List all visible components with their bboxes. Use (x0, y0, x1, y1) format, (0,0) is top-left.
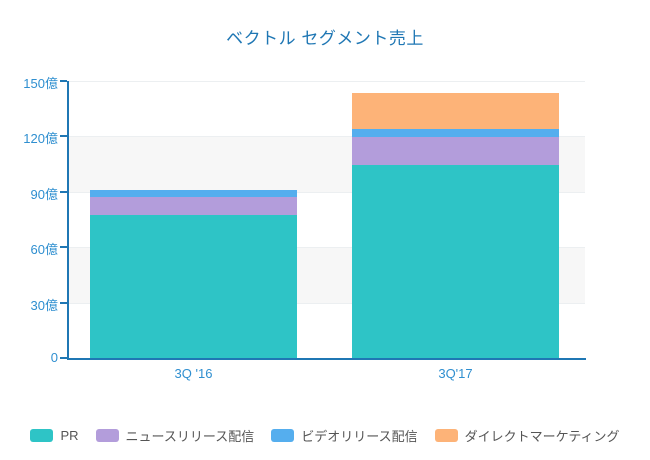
gridline (67, 302, 585, 304)
y-axis-line (67, 81, 69, 359)
y-tick-label: 120億 (23, 131, 58, 147)
bar-segment[interactable] (352, 93, 559, 129)
legend-swatch-icon (95, 429, 119, 442)
x-axis-line (67, 358, 586, 360)
gridline (67, 81, 585, 82)
legend-swatch-icon (434, 429, 458, 442)
x-tick-label: 3Q'17 (438, 366, 473, 381)
chart-legend: PR ニュースリリース配信 ビデオリリース配信 ダイレクトマーケティング (0, 426, 650, 445)
legend-item[interactable]: ビデオリリース配信 (271, 426, 418, 445)
bar-segment[interactable] (352, 165, 559, 358)
y-tick-label: 90億 (30, 186, 58, 202)
bar-segment[interactable] (90, 196, 297, 216)
legend-label: PR (60, 428, 79, 443)
legend-label: ビデオリリース配信 (301, 429, 418, 444)
legend-label: ダイレクトマーケティング (464, 429, 620, 444)
y-tick-mark (60, 190, 67, 193)
bar-segment[interactable] (90, 215, 297, 358)
legend-item[interactable]: ダイレクトマーケティング (434, 426, 620, 445)
gridline (67, 247, 585, 249)
y-tick-label: 30億 (30, 297, 58, 313)
legend-swatch-icon (271, 429, 295, 442)
y-tick-mark (60, 80, 67, 82)
legend-item[interactable]: ニュースリリース配信 (95, 426, 255, 445)
legend-label: ニュースリリース配信 (125, 429, 255, 444)
y-tick-label: 0 (50, 350, 58, 365)
gridline (67, 136, 585, 138)
legend-swatch-icon (30, 429, 54, 442)
bar-segment[interactable] (352, 129, 559, 137)
y-tick-mark (60, 246, 67, 249)
bar-segment[interactable] (90, 189, 297, 197)
y-tick-label: 60億 (30, 242, 58, 258)
y-tick-mark (60, 357, 67, 359)
bar-segment[interactable] (352, 136, 559, 166)
gridline (67, 191, 585, 193)
y-tick-mark (60, 135, 67, 138)
chart-title: ベクトル セグメント売上 (226, 29, 424, 48)
y-tick-label: 150億 (23, 76, 58, 91)
y-tick-mark (60, 301, 67, 304)
legend-item[interactable]: PR (30, 428, 79, 443)
x-tick-label: 3Q '16 (174, 366, 213, 381)
